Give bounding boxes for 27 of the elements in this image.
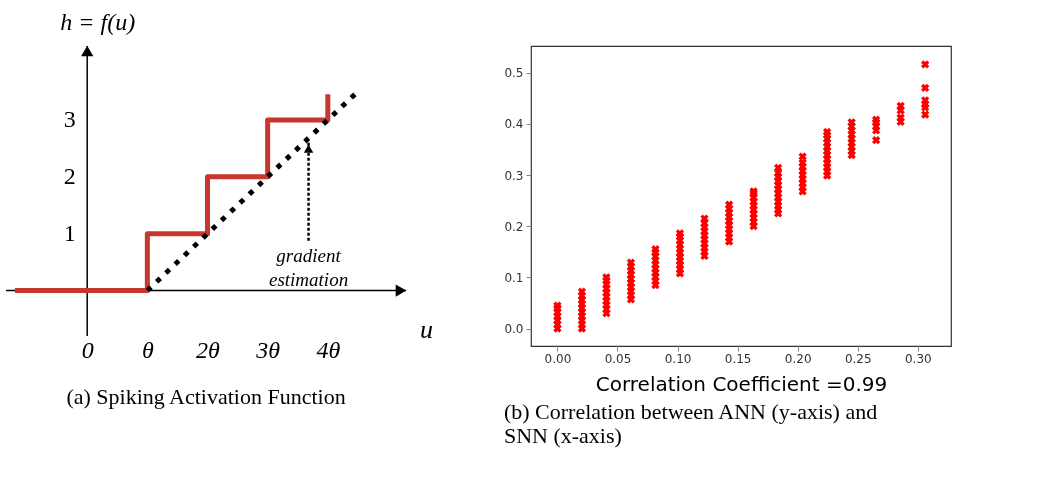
y-axis-title: h = f(u)	[60, 8, 136, 35]
y-tick-label: 0.0	[504, 322, 524, 337]
y-tick-label: 0.1	[504, 270, 524, 285]
x-tick-label: 0.15	[724, 351, 752, 366]
text: (b) Correlation between ANN (y-axis) and SNN (x-axis)	[503, 399, 878, 448]
y-tick-label: 0.3	[504, 168, 524, 183]
text: (a) Spiking Activation Function	[66, 384, 346, 409]
x-tick-label: 0.10	[664, 351, 692, 366]
x-tick-label: 4θ	[316, 336, 341, 363]
x-tick-label: 0.00	[544, 351, 572, 366]
annotation: gradient estimation	[268, 244, 349, 290]
y-tick-label: 3	[63, 106, 76, 133]
x-tick-label: 2θ	[196, 336, 221, 363]
x-tick-label: 0.20	[784, 351, 812, 366]
x-axis-title: Correlation Coefficient =0.99	[595, 371, 888, 396]
x-axis-title: u	[420, 314, 433, 344]
x-tick-label: 0.30	[904, 351, 932, 366]
y-tick-label: 2	[63, 163, 76, 190]
y-tick-label: 0.5	[504, 66, 524, 81]
x-tick-label: 0.25	[844, 351, 872, 366]
y-tick-label: 0.2	[504, 219, 524, 234]
x-tick-label: 0.05	[604, 351, 632, 366]
x-tick-label: 3θ	[255, 336, 281, 363]
y-tick-label: 1	[63, 220, 76, 247]
y-tick-label: 0.4	[504, 117, 524, 132]
x-tick-label: 0	[81, 336, 94, 363]
x-tick-label: θ	[141, 336, 154, 363]
